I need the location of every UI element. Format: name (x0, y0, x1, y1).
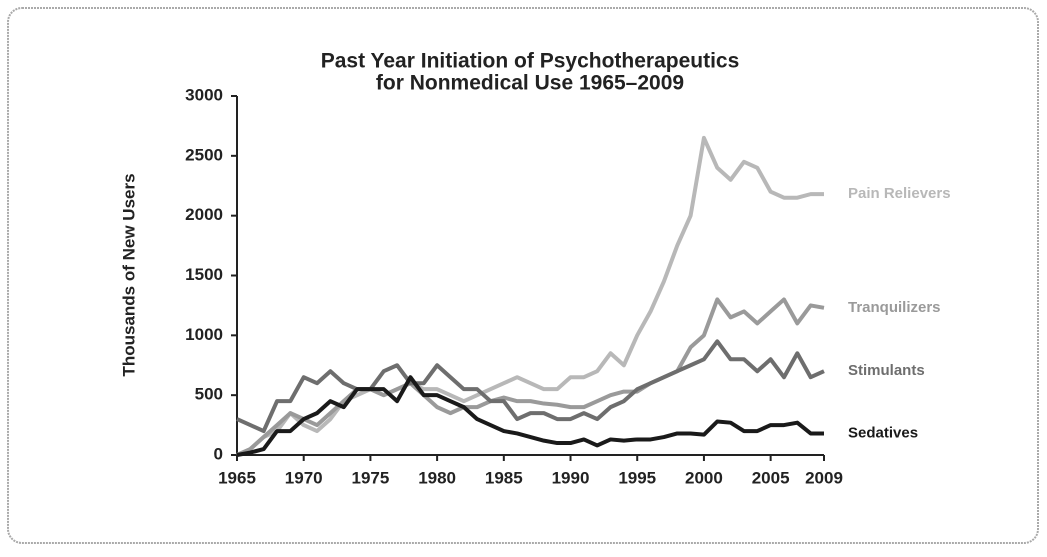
y-tick-label: 2500 (185, 145, 223, 164)
y-tick-label: 3000 (185, 85, 223, 104)
line (236, 297, 825, 457)
line-label: Stimulants (848, 362, 925, 379)
x-tick-label: 1965 (218, 468, 256, 487)
line-label: Sedatives (848, 424, 918, 441)
x-tick-label: 2000 (685, 468, 723, 487)
frame (7, 7, 1039, 544)
line (236, 375, 824, 457)
x-tick-label: 1970 (285, 468, 323, 487)
x-tick-label: 1975 (351, 468, 389, 487)
y-axis-label: Thousands of New Users (119, 173, 138, 376)
line-label: Tranquilizers (848, 299, 941, 316)
x-tick-label: 1980 (418, 468, 456, 487)
line (236, 135, 824, 457)
line-label: Pain Relievers (848, 185, 951, 202)
y-tick-label: 1500 (185, 265, 223, 284)
chart-title: Past Year Initiation of Psychotherapeuti… (321, 50, 740, 73)
x-tick-label: 1995 (618, 468, 656, 487)
chart-title: for Nonmedical Use 1965–2009 (376, 72, 684, 95)
y-tick-label: 2000 (185, 205, 223, 224)
y-tick-label: 1000 (185, 325, 223, 344)
y-tick-label: 0 (214, 444, 223, 463)
x-tick-label: 2009 (805, 468, 843, 487)
x-tick-label: 1990 (552, 468, 590, 487)
x-tick-label: 1985 (485, 468, 523, 487)
y-tick-label: 500 (195, 385, 223, 404)
x-tick-label: 2005 (752, 468, 790, 487)
line (236, 339, 825, 434)
